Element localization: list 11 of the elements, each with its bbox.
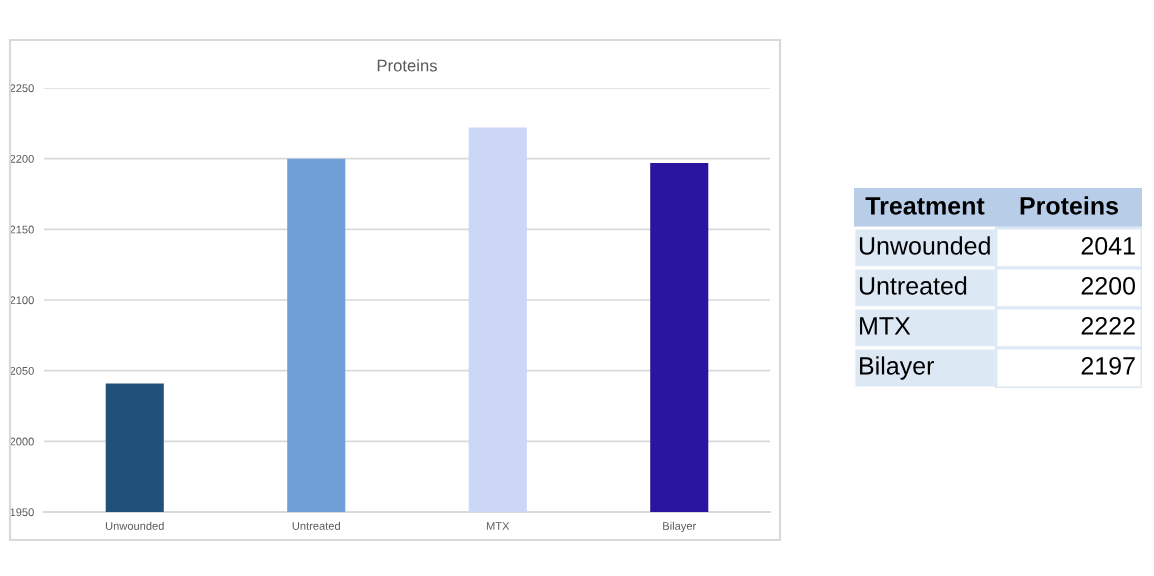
chart-title: Proteins — [377, 59, 437, 72]
text: Proteins — [1020, 196, 1118, 215]
text: 2200 — [1081, 277, 1136, 295]
text: Treatment — [865, 197, 985, 215]
text: MTX — [860, 317, 911, 335]
text: Unwounded — [859, 236, 990, 255]
text: Bilayer — [860, 356, 934, 380]
text: 2222 — [1081, 317, 1135, 335]
text: 2197 — [1081, 357, 1135, 375]
text: Untreated — [859, 276, 967, 295]
text: 2041 — [1081, 237, 1135, 255]
